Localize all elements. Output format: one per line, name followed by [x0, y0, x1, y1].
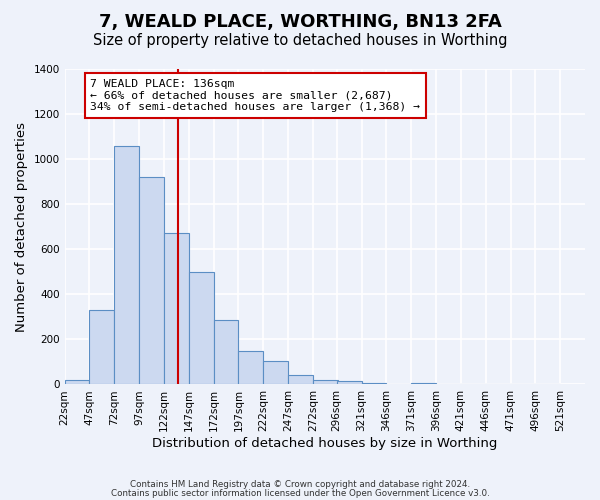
Text: Size of property relative to detached houses in Worthing: Size of property relative to detached ho… [93, 32, 507, 48]
Bar [115, 146, 139, 384]
Bar [288, 376, 313, 384]
X-axis label: Distribution of detached houses by size in Worthing: Distribution of detached houses by size … [152, 437, 497, 450]
Bar [164, 234, 189, 384]
Bar [263, 362, 288, 384]
Bar [337, 381, 362, 384]
Bar [139, 177, 164, 384]
Y-axis label: Number of detached properties: Number of detached properties [15, 122, 28, 332]
Text: 7, WEALD PLACE, WORTHING, BN13 2FA: 7, WEALD PLACE, WORTHING, BN13 2FA [98, 12, 502, 30]
Bar [189, 272, 214, 384]
Text: Contains public sector information licensed under the Open Government Licence v3: Contains public sector information licen… [110, 488, 490, 498]
Bar [89, 310, 115, 384]
Bar [313, 380, 338, 384]
Text: Contains HM Land Registry data © Crown copyright and database right 2024.: Contains HM Land Registry data © Crown c… [130, 480, 470, 489]
Bar [214, 320, 238, 384]
Bar [362, 382, 386, 384]
Bar [238, 351, 263, 384]
Bar [65, 380, 89, 384]
Text: 7 WEALD PLACE: 136sqm
← 66% of detached houses are smaller (2,687)
34% of semi-d: 7 WEALD PLACE: 136sqm ← 66% of detached … [91, 79, 421, 112]
